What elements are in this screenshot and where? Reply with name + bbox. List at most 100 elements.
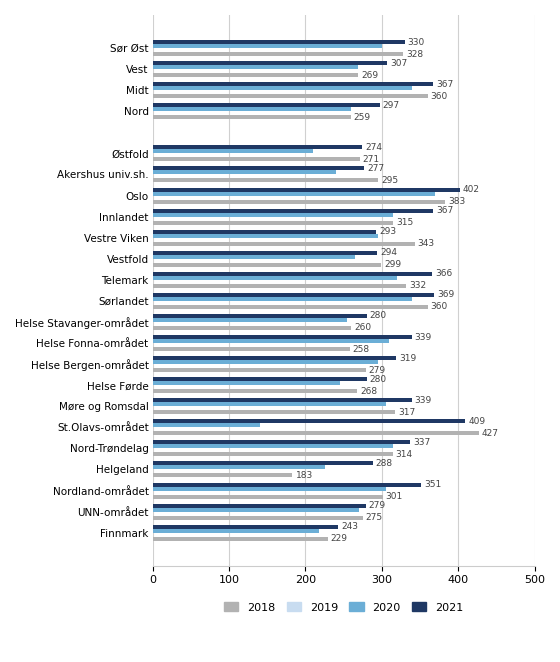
Bar bbox=[153, 368, 366, 372]
Bar bbox=[153, 40, 405, 44]
Text: 402: 402 bbox=[463, 185, 480, 194]
Bar bbox=[153, 402, 386, 406]
Text: 307: 307 bbox=[390, 59, 408, 68]
Bar bbox=[153, 444, 393, 448]
Bar bbox=[153, 158, 360, 162]
Text: 330: 330 bbox=[408, 38, 425, 46]
Text: 351: 351 bbox=[424, 480, 441, 489]
Bar bbox=[153, 150, 313, 154]
Bar bbox=[153, 94, 428, 98]
Bar bbox=[153, 199, 445, 203]
Text: 339: 339 bbox=[414, 396, 432, 404]
Bar bbox=[153, 537, 328, 541]
Bar bbox=[153, 389, 357, 393]
Bar bbox=[153, 209, 433, 213]
Bar bbox=[153, 339, 389, 343]
Bar bbox=[153, 465, 325, 469]
Bar bbox=[153, 52, 403, 56]
Bar bbox=[153, 487, 386, 491]
Bar bbox=[153, 187, 460, 191]
Bar bbox=[153, 297, 412, 301]
Bar bbox=[153, 82, 433, 86]
Bar bbox=[153, 220, 393, 224]
Text: 319: 319 bbox=[399, 354, 417, 363]
Bar bbox=[153, 314, 367, 318]
Text: 280: 280 bbox=[370, 312, 387, 320]
Text: 315: 315 bbox=[396, 218, 414, 227]
Bar bbox=[153, 529, 319, 533]
Text: 274: 274 bbox=[365, 143, 382, 152]
Bar bbox=[153, 461, 372, 465]
Text: 275: 275 bbox=[366, 513, 383, 522]
Text: 269: 269 bbox=[361, 71, 379, 79]
Bar bbox=[153, 179, 378, 183]
Bar bbox=[153, 473, 292, 477]
Bar bbox=[153, 86, 412, 90]
Text: 295: 295 bbox=[381, 176, 398, 185]
Text: 314: 314 bbox=[395, 450, 413, 459]
Text: 294: 294 bbox=[380, 248, 397, 258]
Text: 299: 299 bbox=[384, 260, 401, 269]
Legend: 2018, 2019, 2020, 2021: 2018, 2019, 2020, 2021 bbox=[221, 599, 467, 616]
Text: 268: 268 bbox=[361, 387, 377, 396]
Bar bbox=[153, 146, 362, 150]
Text: 409: 409 bbox=[468, 417, 485, 426]
Text: 360: 360 bbox=[431, 92, 448, 101]
Text: 337: 337 bbox=[413, 438, 431, 447]
Text: 360: 360 bbox=[431, 303, 448, 311]
Text: 328: 328 bbox=[406, 50, 423, 58]
Text: 339: 339 bbox=[414, 332, 432, 342]
Bar bbox=[153, 495, 382, 498]
Text: 343: 343 bbox=[418, 239, 435, 248]
Text: 280: 280 bbox=[370, 375, 387, 384]
Text: 229: 229 bbox=[330, 534, 348, 544]
Bar bbox=[153, 419, 465, 423]
Bar bbox=[153, 103, 380, 107]
Text: 301: 301 bbox=[386, 492, 403, 501]
Text: 367: 367 bbox=[436, 206, 453, 215]
Bar bbox=[153, 255, 355, 259]
Bar bbox=[153, 410, 395, 414]
Bar bbox=[153, 440, 410, 444]
Bar bbox=[153, 272, 432, 276]
Text: 279: 279 bbox=[369, 365, 386, 375]
Bar bbox=[153, 171, 336, 175]
Bar bbox=[153, 107, 351, 111]
Text: 369: 369 bbox=[437, 291, 455, 299]
Bar bbox=[153, 432, 479, 436]
Text: 279: 279 bbox=[369, 501, 386, 510]
Bar bbox=[153, 318, 347, 322]
Bar bbox=[153, 305, 428, 309]
Bar bbox=[153, 452, 393, 456]
Bar bbox=[153, 525, 338, 529]
Text: 260: 260 bbox=[354, 324, 371, 332]
Bar bbox=[153, 166, 364, 171]
Text: 427: 427 bbox=[482, 429, 499, 438]
Bar bbox=[153, 326, 351, 330]
Bar bbox=[153, 44, 382, 48]
Bar bbox=[153, 423, 260, 428]
Text: 297: 297 bbox=[382, 101, 400, 110]
Bar bbox=[153, 213, 393, 216]
Text: 277: 277 bbox=[367, 164, 384, 173]
Text: 293: 293 bbox=[380, 227, 396, 236]
Bar bbox=[153, 251, 377, 255]
Bar bbox=[153, 276, 397, 280]
Bar bbox=[153, 115, 351, 119]
Text: 258: 258 bbox=[353, 344, 370, 354]
Text: 366: 366 bbox=[435, 269, 452, 278]
Bar bbox=[153, 504, 366, 508]
Bar bbox=[153, 242, 414, 246]
Text: 332: 332 bbox=[409, 281, 426, 291]
Bar bbox=[153, 399, 412, 402]
Bar bbox=[153, 230, 376, 234]
Bar bbox=[153, 356, 396, 360]
Bar bbox=[153, 73, 358, 77]
Bar bbox=[153, 284, 406, 288]
Bar bbox=[153, 347, 350, 351]
Bar bbox=[153, 377, 367, 381]
Text: 259: 259 bbox=[353, 113, 371, 122]
Text: 288: 288 bbox=[376, 459, 393, 468]
Bar bbox=[153, 61, 387, 65]
Bar bbox=[153, 335, 412, 339]
